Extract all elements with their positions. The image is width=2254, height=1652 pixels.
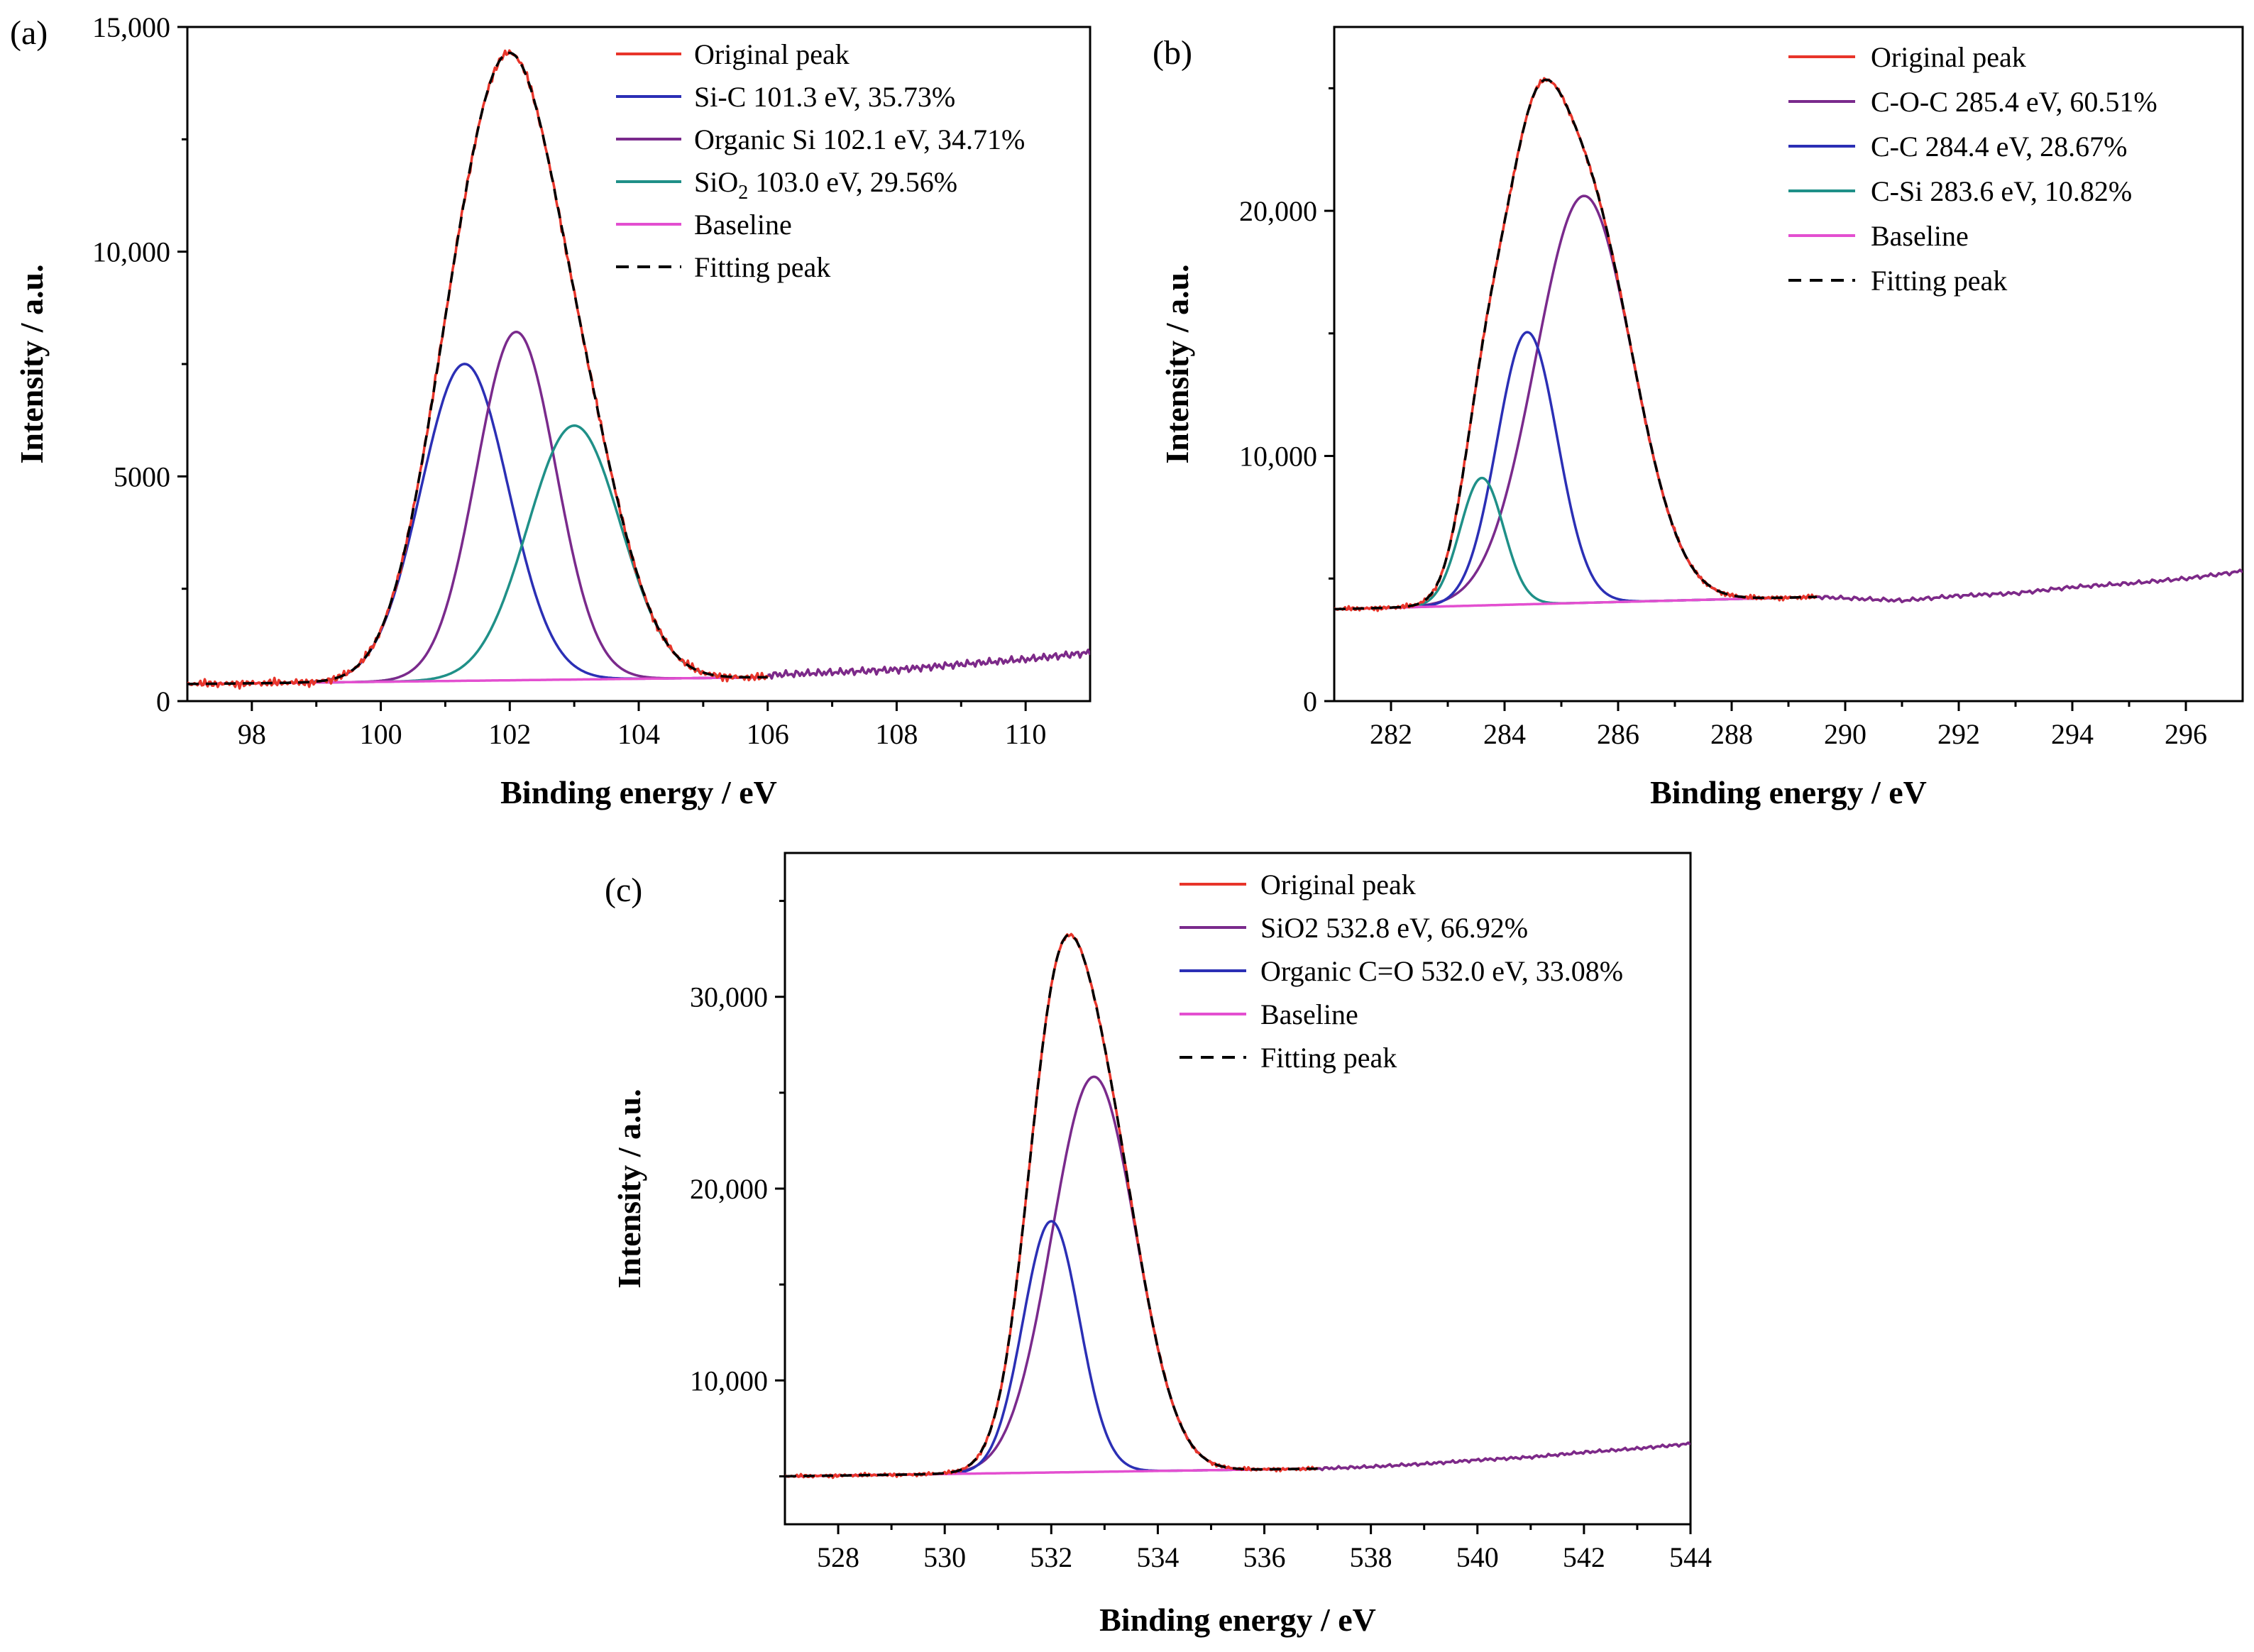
legend-label: Original peak [694,38,850,70]
spectrum-tail [1317,1441,1690,1472]
legend-label: Baseline [694,209,792,241]
legend-label: Si-C 101.3 eV, 35.73% [694,81,955,113]
y-tick-label: 20,000 [690,1173,768,1205]
x-tick-label: 294 [2051,718,2094,750]
legend: Original peak SiO2 532.8 eV, 66.92% Organi… [1180,869,1623,1074]
x-tick-label: 286 [1597,718,1639,750]
x-tick-label: 98 [238,718,266,750]
panel-label: (c) [605,871,642,909]
original-peak-curve [785,932,1690,1480]
x-axis-title: Binding energy / eV [500,774,777,810]
legend-label: SiO2 103.0 eV, 29.56% [694,166,957,204]
legend: Original peak Si-C 101.3 eV, 35.73% Organi… [616,38,1025,283]
y-axis-title: Intensity / a.u. [1159,264,1195,463]
x-tick-label: 296 [2165,718,2207,750]
x-tick-label: 100 [360,718,402,750]
legend-label: Original peak [1260,869,1416,901]
x-tick-label: 528 [817,1541,859,1573]
legend-label: Fitting peak [1871,265,2007,297]
component-curve [1334,476,1818,611]
plot-frame [1333,26,2244,703]
x-tick-label: 110 [1005,718,1047,750]
x-tick-label: 102 [488,718,531,750]
x-tick-label: 288 [1710,718,1753,750]
component-curve [1334,331,1818,611]
panel-a: 98 100 102 104 106 108 110 0 5000 10,000 15,000 Bin… [10,11,1092,810]
x-tick-label: 538 [1350,1541,1392,1573]
y-tick-label: 10,000 [690,1365,768,1397]
legend-label: Organic Si 102.1 eV, 34.71% [694,123,1025,155]
panel-b: 282 284 286 288 290 292 294 296 0 10,000 20,000 Bin… [1153,26,2244,810]
x-tick-label: 108 [875,718,918,750]
legend-label: SiO2 532.8 eV, 66.92% [1260,912,1528,944]
legend-label: Fitting peak [1260,1042,1397,1074]
spectrum-tail [1816,568,2243,604]
legend: Original peak C-O-C 285.4 eV, 60.51% C-C 2… [1788,41,2157,297]
x-tick-label: 542 [1563,1541,1605,1573]
x-tick-label: 104 [617,718,660,750]
legend-label: C-C 284.4 eV, 28.67% [1871,131,2127,163]
y-tick-label: 10,000 [1239,441,1317,473]
y-tick-label: 30,000 [690,981,768,1013]
legend-label: Organic C=O 532.0 eV, 33.08% [1260,955,1623,987]
x-tick-label: 106 [747,718,789,750]
x-axis-title: Binding energy / eV [1650,774,1927,810]
legend-label-rest: 103.0 eV, 29.56% [748,166,957,198]
y-tick-label: 20,000 [1239,195,1317,227]
y-axis-title: Intensity / a.u. [13,264,50,463]
y-tick-label: 5000 [114,461,170,492]
component-curve [785,1220,1318,1478]
component-curve [187,363,768,685]
x-tick-label: 544 [1669,1541,1712,1573]
component-curve [1334,194,1818,611]
x-tick-label: 530 [923,1541,966,1573]
plot-frame [784,852,1692,1526]
x-tick-label: 290 [1824,718,1867,750]
x-tick-label: 292 [1937,718,1980,750]
y-tick-label: 10,000 [92,236,170,268]
plot-area [187,49,1090,690]
panel-c: 528 530 532 534 536 538 540 542 544 10,000 20,000 3… [605,852,1712,1638]
fitting-peak-curve [187,51,768,685]
plot-area [785,932,1690,1480]
fitting-peak-curve [785,933,1318,1478]
x-tick-label: 284 [1483,718,1526,750]
y-tick-label: 15,000 [92,11,170,43]
x-tick-label: 534 [1136,1541,1179,1573]
panel-label: (a) [10,14,48,52]
legend-label: C-Si 283.6 eV, 10.82% [1871,175,2132,207]
legend-label: Baseline [1871,220,1969,252]
legend-label: Fitting peak [694,251,830,283]
x-tick-label: 540 [1456,1541,1499,1573]
x-tick-label: 282 [1370,718,1412,750]
y-tick-label: 0 [156,685,170,717]
x-tick-label: 532 [1030,1541,1072,1573]
spectrum-tail [767,649,1090,680]
baseline-curve [1334,595,1818,611]
y-axis-title: Intensity / a.u. [611,1089,647,1288]
panel-label: (b) [1153,34,1192,72]
legend-subscript: 2 [738,182,748,204]
x-tick-label: 536 [1243,1541,1286,1573]
fitting-peak-curve [1334,78,1817,611]
legend-label: C-O-C 285.4 eV, 60.51% [1871,86,2157,118]
legend-label: Original peak [1871,41,2026,73]
x-axis-title: Binding energy / eV [1099,1602,1376,1638]
plot-area [1334,77,2243,612]
component-curve [785,1075,1318,1478]
component-curve [187,330,768,685]
legend-label: Baseline [1260,998,1358,1030]
y-tick-label: 0 [1303,685,1317,717]
